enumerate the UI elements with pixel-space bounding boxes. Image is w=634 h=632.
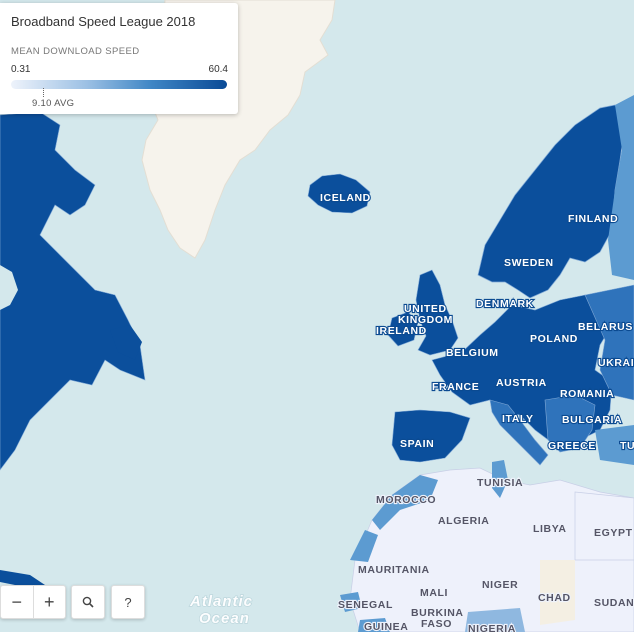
label-ocean: Ocean [199,610,250,627]
zoom-out-button[interactable]: − [11,591,22,612]
label-belarus: BELARUS [578,321,633,333]
hudson-bay [0,265,18,310]
label-mali: MALI [420,587,448,599]
newfoundland [110,325,142,360]
morocco [372,475,438,530]
label-belgium: BELGIUM [446,347,499,359]
legend-avg-label: 9.10 AVG [32,98,75,109]
label-austria: AUSTRIA [496,377,547,389]
balkans [544,394,596,453]
zoom-controls: − + [0,585,66,619]
guinea [358,618,390,632]
label-egypt: EGYPT [594,527,633,539]
zoom-in-button[interactable]: + [32,586,66,618]
label-bulgaria: BULGARIA [562,414,622,426]
label-algeria: ALGERIA [438,515,489,527]
ireland [387,311,419,347]
eastern-europe [584,284,634,401]
label-nigeria: NIGERIA [468,623,516,632]
label-atlantic: Atlantic [189,593,253,610]
label-burkina: BURKINA [411,607,464,619]
legend-subtitle: MEAN DOWNLOAD SPEED [11,46,140,57]
search-button[interactable] [71,585,105,619]
senegal [340,592,362,612]
label-sudan: SUDAN [594,597,634,609]
label-sweden: SWEDEN [504,257,554,269]
label-mauritania: MAURITANIA [358,564,430,576]
label-libya: LIBYA [533,523,567,535]
caribbean [0,570,45,586]
label-turkey: TU [620,440,634,452]
search-icon [72,586,104,618]
legend-max-value: 60.4 [208,64,228,75]
label-italy: ITALY [502,413,534,425]
label-ireland: IRELAND [376,325,427,337]
legend-title: Broadband Speed League 2018 [11,14,196,29]
label-tunisia: TUNISIA [477,477,523,489]
label-morocco: MOROCCO [376,494,436,506]
label-faso: FASO [421,618,452,630]
italy [489,399,549,466]
egypt [574,491,634,561]
nigeria [465,608,525,632]
label-niger: NIGER [482,579,518,591]
label-kingdom: KINGDOM [398,314,453,326]
legend-panel: Broadband Speed League 2018 MEAN DOWNLOA… [0,3,238,114]
label-iceland: ICELAND [320,192,371,204]
north-america [0,111,146,471]
label-ukraine: UKRAI [598,357,634,369]
legend-avg-marker [43,88,44,97]
help-button[interactable]: ? [111,585,145,619]
label-guinea: GUINEA [364,621,408,632]
turkey [595,425,634,465]
label-finland: FINLAND [568,213,618,225]
sudan [540,560,575,625]
help-icon: ? [124,594,132,610]
label-france: FRANCE [432,381,479,393]
label-united: UNITED [404,303,447,315]
legend-min-value: 0.31 [11,64,31,75]
label-chad: CHAD [538,592,571,604]
label-spain: SPAIN [400,438,434,450]
tunisia [492,460,508,498]
label-greece: GREECE [548,440,596,452]
label-senegal: SENEGAL [338,599,393,611]
label-poland: POLAND [530,333,578,345]
legend-color-scale [11,80,227,89]
russia-north [608,95,634,280]
iceland [307,173,371,214]
united-kingdom [415,269,459,356]
label-denmark: DENMARK [476,298,534,310]
label-romania: ROMANIA [560,388,614,400]
western-sahara [350,530,378,562]
iberia [391,409,471,463]
